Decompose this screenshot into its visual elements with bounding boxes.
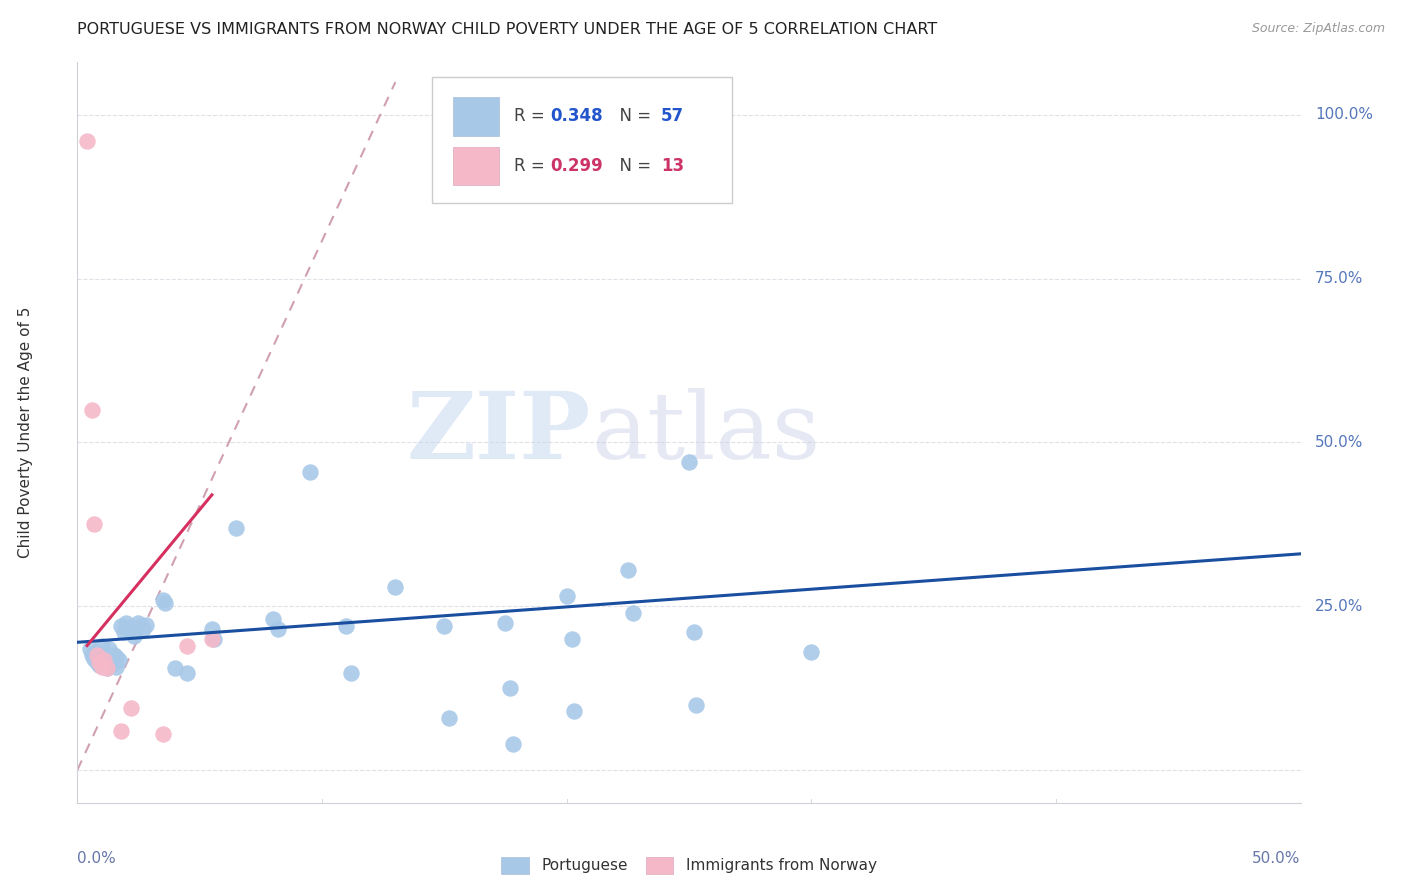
Point [90,648,112,663]
Point [110,723,132,738]
Point [685,698,707,712]
Point [90,659,112,673]
Point [83,651,105,665]
Point [267,622,290,636]
Text: 50.0%: 50.0% [1315,435,1364,450]
Point [105,659,128,673]
Point [122,629,145,643]
Point [617,563,640,577]
Text: 75.0%: 75.0% [1315,271,1364,286]
Point [340,666,363,681]
FancyBboxPatch shape [453,97,499,136]
Text: N =: N = [609,108,657,126]
Point [502,737,524,751]
Text: 57: 57 [661,108,683,126]
Text: 13: 13 [661,157,683,175]
Point [100,657,122,671]
Point [93,653,115,667]
Point [262,612,284,626]
Point [93,651,115,665]
Point [129,619,152,633]
Point [155,596,177,610]
Point [90,655,112,669]
Point [108,653,131,667]
Point [201,622,224,636]
Legend: Portuguese, Immigrants from Norway: Portuguese, Immigrants from Norway [495,850,883,880]
Text: R =: R = [515,157,550,175]
Point [118,622,141,636]
Point [83,517,105,532]
Point [96,661,118,675]
Point [152,727,174,741]
Point [335,619,357,633]
Point [103,655,125,669]
Point [98,641,121,656]
FancyBboxPatch shape [453,147,499,186]
Point [225,521,247,535]
Point [96,661,118,675]
Point [298,465,321,479]
FancyBboxPatch shape [432,78,731,203]
Point [80,648,103,663]
Point [86,648,108,663]
Point [433,619,456,633]
Point [165,661,187,675]
Point [89,655,111,669]
Point [120,700,142,714]
Point [555,590,578,604]
Text: N =: N = [609,157,657,175]
Point [682,625,704,640]
Text: ZIP: ZIP [406,388,591,477]
Point [96,658,118,673]
Point [103,648,125,663]
Point [176,666,198,681]
Point [135,617,157,632]
Text: 25.0%: 25.0% [1315,599,1364,614]
Point [86,645,108,659]
Point [105,650,128,665]
Point [120,620,142,634]
Text: 50.0%: 50.0% [1253,851,1301,866]
Point [202,632,225,646]
Point [560,632,582,646]
Point [90,639,112,653]
Point [89,658,111,673]
Point [98,653,121,667]
Point [132,622,155,636]
Point [76,134,98,148]
Text: 0.0%: 0.0% [77,851,117,866]
Point [437,711,460,725]
Point [678,455,700,469]
Point [499,681,522,695]
Text: Source: ZipAtlas.com: Source: ZipAtlas.com [1251,22,1385,36]
Text: Child Poverty Under the Age of 5: Child Poverty Under the Age of 5 [18,307,34,558]
Point [562,704,585,718]
Text: 0.299: 0.299 [551,157,603,175]
Point [201,632,224,646]
Point [86,655,108,669]
Point [621,606,644,620]
Point [384,580,406,594]
Point [79,641,101,656]
Point [800,645,823,659]
Text: 100.0%: 100.0% [1315,107,1374,122]
Point [112,625,135,640]
Point [110,619,132,633]
Point [115,615,138,630]
Point [176,639,198,653]
Text: PORTUGUESE VS IMMIGRANTS FROM NORWAY CHILD POVERTY UNDER THE AGE OF 5 CORRELATIO: PORTUGUESE VS IMMIGRANTS FROM NORWAY CHI… [77,22,938,37]
Point [127,615,149,630]
Text: R =: R = [515,108,550,126]
Point [495,615,517,630]
Point [152,592,174,607]
Point [80,402,103,417]
Text: atlas: atlas [591,388,820,477]
Text: 0.348: 0.348 [551,108,603,126]
